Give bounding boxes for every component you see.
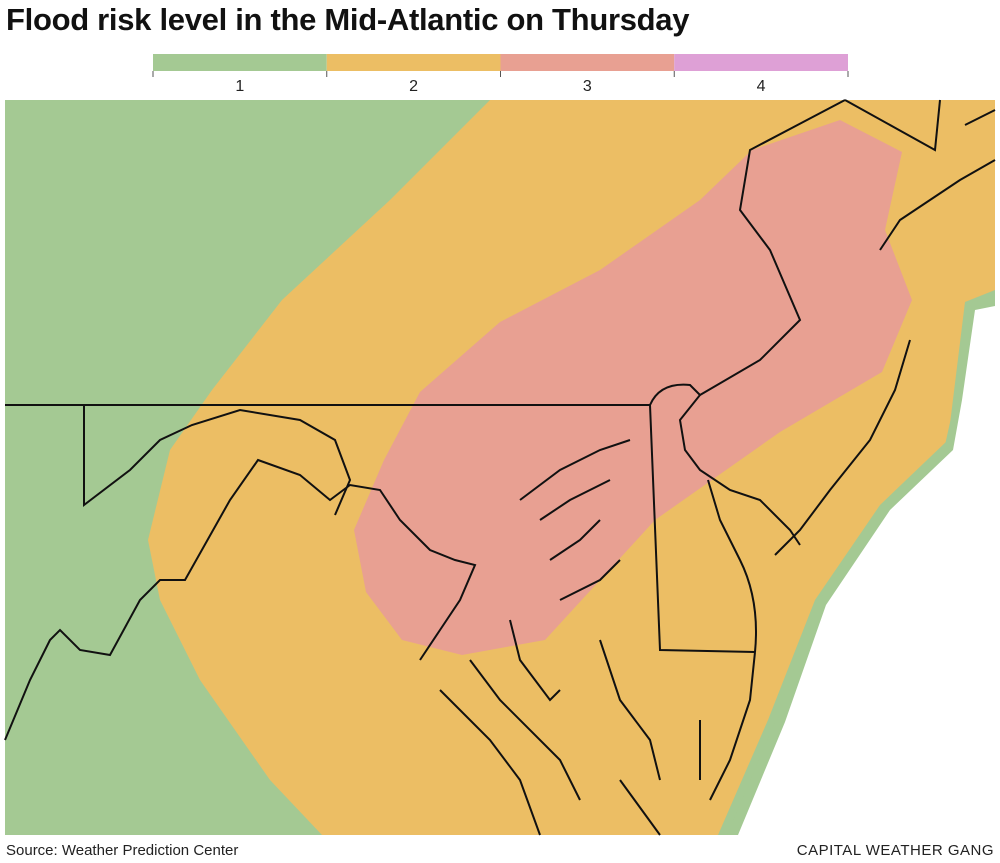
legend-swatch <box>326 54 501 71</box>
coast-strip <box>727 296 995 835</box>
level-1-area <box>5 100 995 835</box>
credit: CAPITAL WEATHER GANG <box>796 842 994 859</box>
legend-label: 2 <box>409 78 418 95</box>
legend-swatch <box>153 54 327 71</box>
level-2-area <box>148 100 995 835</box>
source: Source: Weather Prediction Center <box>6 842 239 859</box>
level-3-area <box>354 120 912 655</box>
title: Flood risk level in the Mid-Atlantic on … <box>6 2 690 37</box>
legend-swatch <box>500 54 675 71</box>
legend-label: 4 <box>757 78 766 95</box>
boundaries <box>4 99 996 836</box>
legend-label: 1 <box>235 78 244 95</box>
legend-label: 3 <box>583 78 592 95</box>
legend: 1 2 3 4 <box>152 54 849 95</box>
legend-swatch <box>674 54 848 71</box>
ocean <box>738 306 995 835</box>
